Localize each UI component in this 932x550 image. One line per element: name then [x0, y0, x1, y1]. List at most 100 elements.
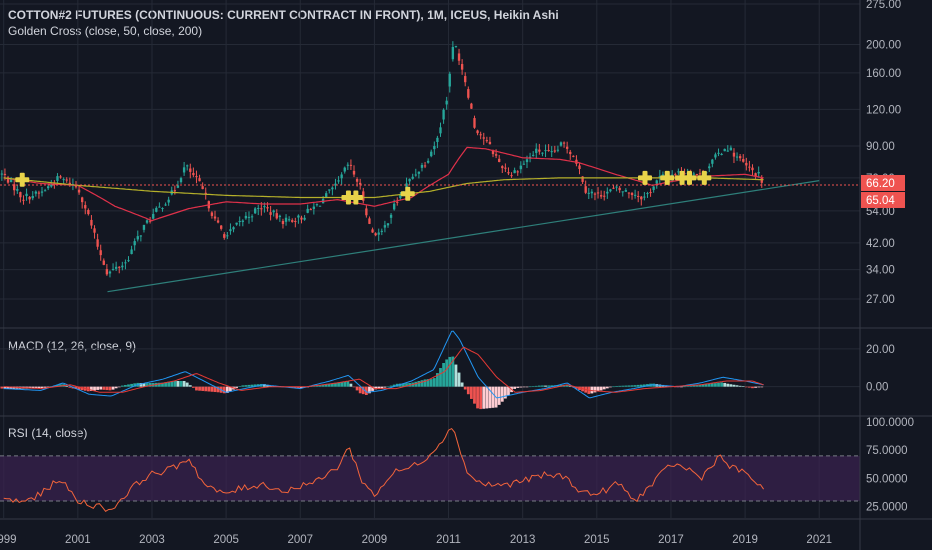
rsi-tick-label: 100.0000	[866, 417, 914, 429]
candle-body	[253, 208, 257, 214]
candle-body	[655, 180, 658, 184]
time-tick-label: 2009	[362, 534, 388, 546]
candle-body	[139, 235, 143, 237]
candle-body	[164, 204, 167, 206]
candle-body	[34, 191, 38, 194]
candle-body	[13, 184, 16, 191]
macd-histogram-bar	[133, 383, 137, 387]
macd-histogram-bar	[445, 359, 449, 387]
price-tick-label: 200.00	[866, 39, 901, 51]
price-badge-bg	[861, 174, 905, 191]
candle-body	[745, 162, 748, 166]
macd-histogram-bar	[451, 356, 455, 387]
candle-body	[612, 187, 615, 189]
macd-histogram-bar	[80, 386, 84, 391]
macd-histogram-bar	[340, 381, 344, 387]
macd-histogram-bar	[537, 385, 541, 387]
macd-histogram-bar	[201, 386, 205, 391]
candle-body	[173, 190, 177, 192]
macd-histogram-bar	[466, 386, 470, 395]
macd-histogram-bar	[534, 385, 538, 387]
macd-histogram-bar	[204, 386, 208, 392]
candle-body	[355, 179, 359, 182]
candle-body	[426, 160, 430, 163]
macd-histogram-bar	[457, 372, 461, 387]
time-tick-label: 2015	[584, 534, 610, 546]
macd-histogram-bar	[191, 386, 195, 388]
macd-histogram-bar	[198, 386, 201, 391]
macd-histogram-bar	[74, 386, 78, 390]
candle-body	[220, 225, 223, 229]
candle-body	[294, 220, 297, 222]
macd-histogram-bar	[454, 364, 458, 387]
candle-body	[145, 220, 149, 223]
time-tick-label: 2005	[213, 534, 239, 546]
rsi-pane[interactable]	[0, 427, 860, 512]
macd-histogram-bar	[463, 386, 467, 390]
macd-histogram-bar	[210, 386, 214, 392]
macd-histogram-bar	[371, 386, 374, 391]
candle-body	[93, 228, 96, 233]
macd-histogram-bar	[179, 381, 183, 387]
candle-body	[238, 220, 241, 222]
macd-histogram-bar	[235, 386, 239, 388]
candle-body	[59, 176, 62, 178]
macd-histogram-bar	[161, 382, 164, 387]
macd-histogram-bar	[56, 385, 59, 387]
candle-body	[630, 193, 634, 196]
candle-body	[297, 215, 300, 218]
candle-body	[216, 220, 220, 223]
candle-body	[121, 265, 124, 268]
macd-histogram-bar	[216, 386, 220, 393]
candle-body	[334, 183, 337, 186]
candle-body	[179, 178, 183, 183]
time-tick-label: 2019	[732, 534, 758, 546]
candle-body	[720, 153, 723, 155]
candle-body	[111, 268, 115, 270]
candle-body	[241, 220, 244, 222]
candle-body	[436, 137, 439, 142]
candle-body	[396, 201, 399, 203]
candle-body	[28, 196, 31, 200]
candle-body	[186, 165, 189, 167]
candle-body	[374, 233, 377, 236]
candle-body	[467, 89, 470, 98]
candle-body	[114, 266, 118, 269]
macd-histogram-bar	[349, 383, 353, 387]
candle-body	[148, 220, 152, 222]
macd-histogram-bar	[247, 384, 251, 387]
candle-body	[65, 179, 68, 181]
macd-histogram-bar	[426, 379, 430, 387]
golden-cross-marker	[660, 170, 675, 185]
candle-body	[90, 219, 93, 226]
macd-histogram-bar	[420, 380, 424, 387]
macd-histogram-bar	[488, 386, 492, 409]
candle-body	[735, 156, 739, 158]
macd-histogram-bar	[689, 385, 693, 387]
cross-bar-v	[642, 170, 648, 185]
candle-body	[25, 193, 28, 197]
macd-histogram-bar	[238, 386, 242, 387]
macd-pane[interactable]	[0, 330, 764, 410]
candle-body	[56, 176, 59, 181]
macd-tick-label: 0.00	[866, 382, 888, 394]
candle-body	[671, 174, 674, 176]
candle-body	[263, 206, 266, 208]
macd-histogram-bar	[522, 386, 526, 388]
candle-body	[649, 192, 652, 194]
macd-histogram-bar	[297, 386, 300, 389]
candle-body	[152, 213, 155, 219]
candle-body	[488, 141, 492, 145]
candle-body	[494, 154, 498, 156]
indicator-legend-golden-cross: Golden Cross (close, 50, close, 200)	[8, 24, 203, 38]
macd-histogram-bar	[593, 386, 597, 393]
macd-histogram-bar	[707, 383, 711, 387]
macd-histogram-bar	[609, 386, 612, 388]
macd-histogram-bar	[429, 379, 433, 387]
price-pane[interactable]	[0, 41, 860, 293]
time-tick-label: 2013	[510, 534, 536, 546]
macd-histogram-bar	[96, 386, 100, 390]
candle-body	[287, 219, 291, 221]
candle-body	[618, 187, 621, 191]
